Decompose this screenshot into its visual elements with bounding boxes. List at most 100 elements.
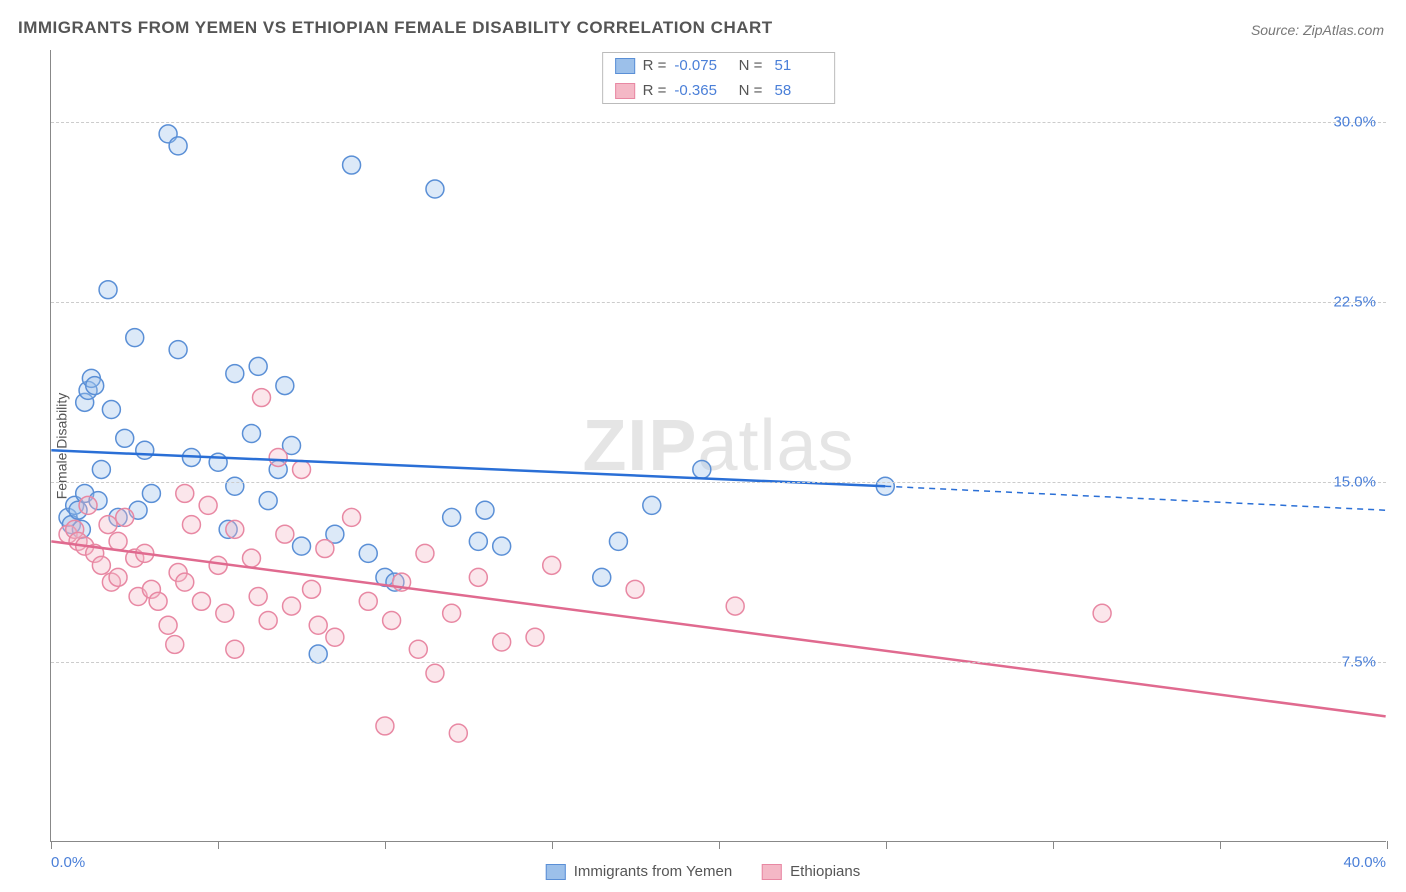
- x-tick: [51, 841, 52, 849]
- data-point: [276, 525, 294, 543]
- data-point: [643, 496, 661, 514]
- data-point: [226, 477, 244, 495]
- data-point: [476, 501, 494, 519]
- data-point: [293, 537, 311, 555]
- stat-r-label: R =: [643, 57, 667, 74]
- data-point: [359, 592, 377, 610]
- data-point: [136, 441, 154, 459]
- data-point: [126, 329, 144, 347]
- data-point: [166, 635, 184, 653]
- data-point: [176, 573, 194, 591]
- data-point: [142, 484, 160, 502]
- legend-swatch: [615, 58, 635, 74]
- stats-legend: R = -0.075 N = 51 R = -0.365 N = 58: [602, 52, 836, 104]
- data-point: [376, 717, 394, 735]
- x-tick: [1220, 841, 1221, 849]
- data-point: [343, 156, 361, 174]
- y-tick-label: 15.0%: [1333, 474, 1376, 491]
- data-point: [92, 460, 110, 478]
- data-point: [159, 616, 177, 634]
- data-point: [426, 664, 444, 682]
- plot-area: ZIPatlas R = -0.075 N = 51 R = -0.365 N …: [50, 50, 1386, 842]
- data-point: [343, 508, 361, 526]
- data-point: [109, 532, 127, 550]
- stat-n-label: N =: [734, 57, 762, 74]
- data-point: [102, 401, 120, 419]
- correlation-chart: IMMIGRANTS FROM YEMEN VS ETHIOPIAN FEMAL…: [0, 0, 1406, 892]
- legend-label: Immigrants from Yemen: [574, 863, 732, 880]
- series-legend: Immigrants from Yemen Ethiopians: [546, 863, 860, 880]
- data-point: [259, 611, 277, 629]
- data-point: [593, 568, 611, 586]
- data-point: [726, 597, 744, 615]
- x-tick: [552, 841, 553, 849]
- trend-line: [51, 541, 1385, 716]
- data-point: [116, 508, 134, 526]
- stat-r-label: R =: [643, 82, 667, 99]
- data-point: [543, 556, 561, 574]
- legend-swatch: [762, 864, 782, 880]
- data-point: [182, 516, 200, 534]
- data-point: [209, 556, 227, 574]
- data-point: [169, 137, 187, 155]
- data-point: [116, 429, 134, 447]
- data-point: [86, 377, 104, 395]
- stat-n-value: 58: [770, 82, 822, 99]
- data-point: [426, 180, 444, 198]
- data-point: [269, 448, 287, 466]
- stat-n-label: N =: [734, 82, 762, 99]
- data-point: [249, 357, 267, 375]
- data-point: [79, 496, 97, 514]
- gridline: [51, 122, 1386, 123]
- data-point: [259, 492, 277, 510]
- y-tick-label: 22.5%: [1333, 294, 1376, 311]
- data-point: [526, 628, 544, 646]
- gridline: [51, 662, 1386, 663]
- data-point: [99, 281, 117, 299]
- data-point: [216, 604, 234, 622]
- x-tick-max: 40.0%: [1343, 854, 1386, 871]
- data-point: [226, 520, 244, 538]
- data-point: [169, 341, 187, 359]
- data-point: [99, 516, 117, 534]
- data-point: [226, 640, 244, 658]
- legend-swatch: [546, 864, 566, 880]
- stat-r-value: -0.075: [674, 57, 726, 74]
- data-point: [253, 389, 271, 407]
- stat-n-value: 51: [770, 57, 822, 74]
- data-point: [149, 592, 167, 610]
- data-point: [1093, 604, 1111, 622]
- data-point: [416, 544, 434, 562]
- trend-line-extrapolated: [885, 486, 1385, 510]
- data-point: [443, 604, 461, 622]
- stat-r-value: -0.365: [674, 82, 726, 99]
- data-point: [469, 568, 487, 586]
- data-point: [276, 377, 294, 395]
- data-point: [309, 616, 327, 634]
- data-point: [693, 460, 711, 478]
- legend-swatch: [615, 83, 635, 99]
- data-point: [303, 580, 321, 598]
- data-point: [243, 425, 261, 443]
- legend-item: Immigrants from Yemen: [546, 863, 732, 880]
- x-tick: [1387, 841, 1388, 849]
- legend-label: Ethiopians: [790, 863, 860, 880]
- y-tick-label: 30.0%: [1333, 114, 1376, 131]
- data-point: [626, 580, 644, 598]
- chart-source: Source: ZipAtlas.com: [1251, 22, 1384, 38]
- x-tick: [385, 841, 386, 849]
- data-point: [359, 544, 377, 562]
- data-point: [226, 365, 244, 383]
- data-point: [316, 540, 334, 558]
- data-point: [326, 628, 344, 646]
- data-point: [92, 556, 110, 574]
- legend-item: Ethiopians: [762, 863, 860, 880]
- data-point: [493, 537, 511, 555]
- data-point: [249, 588, 267, 606]
- data-point: [383, 611, 401, 629]
- data-point: [109, 568, 127, 586]
- y-tick-label: 7.5%: [1342, 654, 1376, 671]
- x-tick-min: 0.0%: [51, 854, 85, 871]
- stats-legend-row: R = -0.365 N = 58: [603, 78, 835, 103]
- data-point: [243, 549, 261, 567]
